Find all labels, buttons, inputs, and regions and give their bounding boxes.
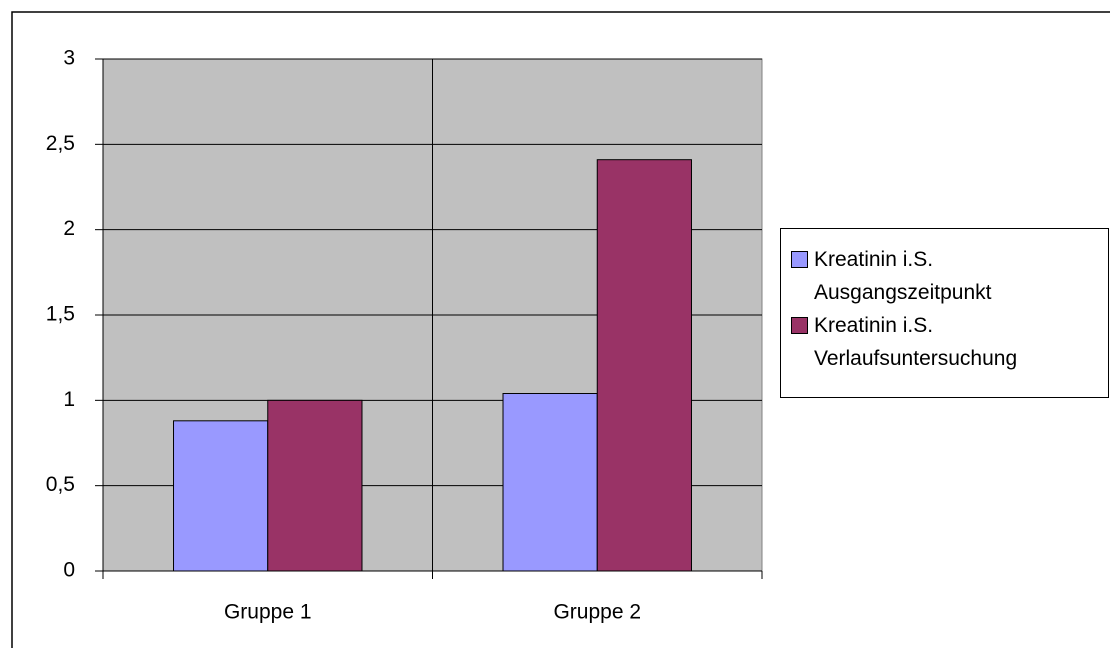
bar	[173, 420, 269, 572]
y-tick-label: 0,5	[46, 473, 75, 496]
legend-item: Kreatinin i.S. Ausgangszeitpunkt	[791, 243, 1108, 309]
legend-swatch	[791, 317, 808, 334]
y-tick-label: 0	[63, 559, 75, 582]
bar	[502, 393, 598, 572]
legend-swatch	[791, 251, 808, 268]
bar	[267, 399, 363, 572]
y-tick-label: 3	[63, 47, 75, 70]
bar	[596, 159, 692, 572]
x-tick-label: Gruppe 2	[553, 601, 641, 624]
legend-label: Kreatinin i.S. Verlaufsuntersuchung	[814, 314, 1018, 370]
y-tick-label: 1,5	[46, 303, 75, 326]
x-tick-label: Gruppe 1	[224, 601, 312, 624]
legend-label: Kreatinin i.S. Ausgangszeitpunkt	[814, 248, 992, 304]
y-tick-label: 2	[63, 217, 75, 240]
y-tick-label: 2,5	[46, 132, 75, 155]
legend: Kreatinin i.S. Ausgangszeitpunkt Kreatini…	[780, 228, 1109, 398]
y-tick-label: 1	[63, 388, 75, 411]
legend-item: Kreatinin i.S. Verlaufsuntersuchung	[791, 309, 1108, 375]
